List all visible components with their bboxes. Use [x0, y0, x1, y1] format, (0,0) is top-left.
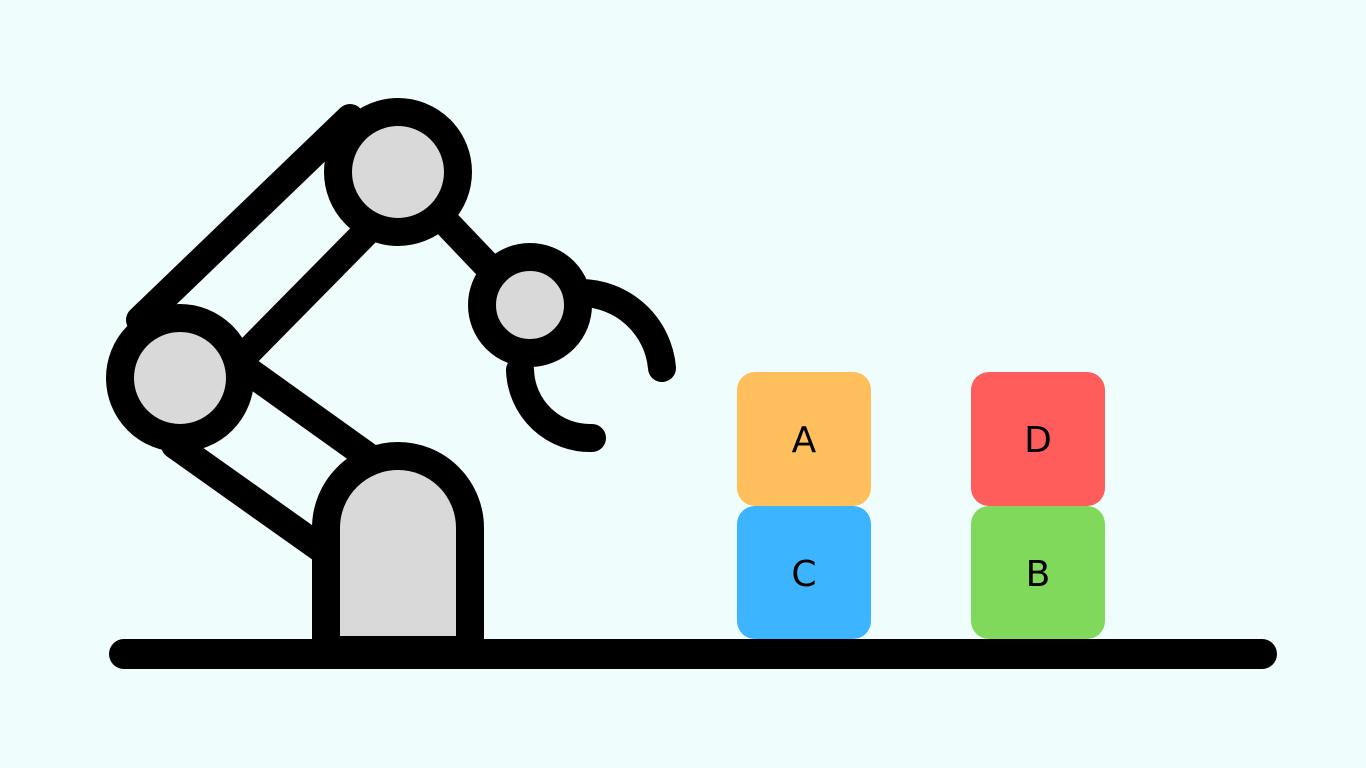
block-stacks: A C D B [737, 372, 1105, 639]
gripper-lower-claw [506, 356, 606, 453]
robotic-arm [106, 98, 676, 664]
base-pedestal [312, 442, 484, 664]
upper-link-inner [231, 204, 394, 369]
block-a-label: A [792, 420, 817, 461]
block-c-label: C [791, 554, 816, 595]
block-d: D [971, 372, 1105, 506]
block-b-body [971, 506, 1105, 639]
elbow-joint-icon [324, 98, 472, 246]
block-d-body [971, 372, 1105, 506]
block-d-label: D [1024, 420, 1052, 461]
upper-link-outer [126, 104, 364, 334]
block-b-label: B [1026, 554, 1051, 595]
block-c: C [737, 506, 871, 639]
gripper-icon [506, 278, 676, 453]
lower-link-inner [226, 351, 384, 472]
shoulder-joint-icon [106, 304, 254, 452]
wrist-joint-icon [468, 243, 592, 367]
lower-link-outer [161, 431, 344, 569]
gripper-upper-claw [566, 278, 676, 382]
block-c-body [737, 506, 871, 639]
block-a-body [737, 372, 871, 506]
block-a: A [737, 372, 871, 506]
block-b: B [971, 506, 1105, 639]
